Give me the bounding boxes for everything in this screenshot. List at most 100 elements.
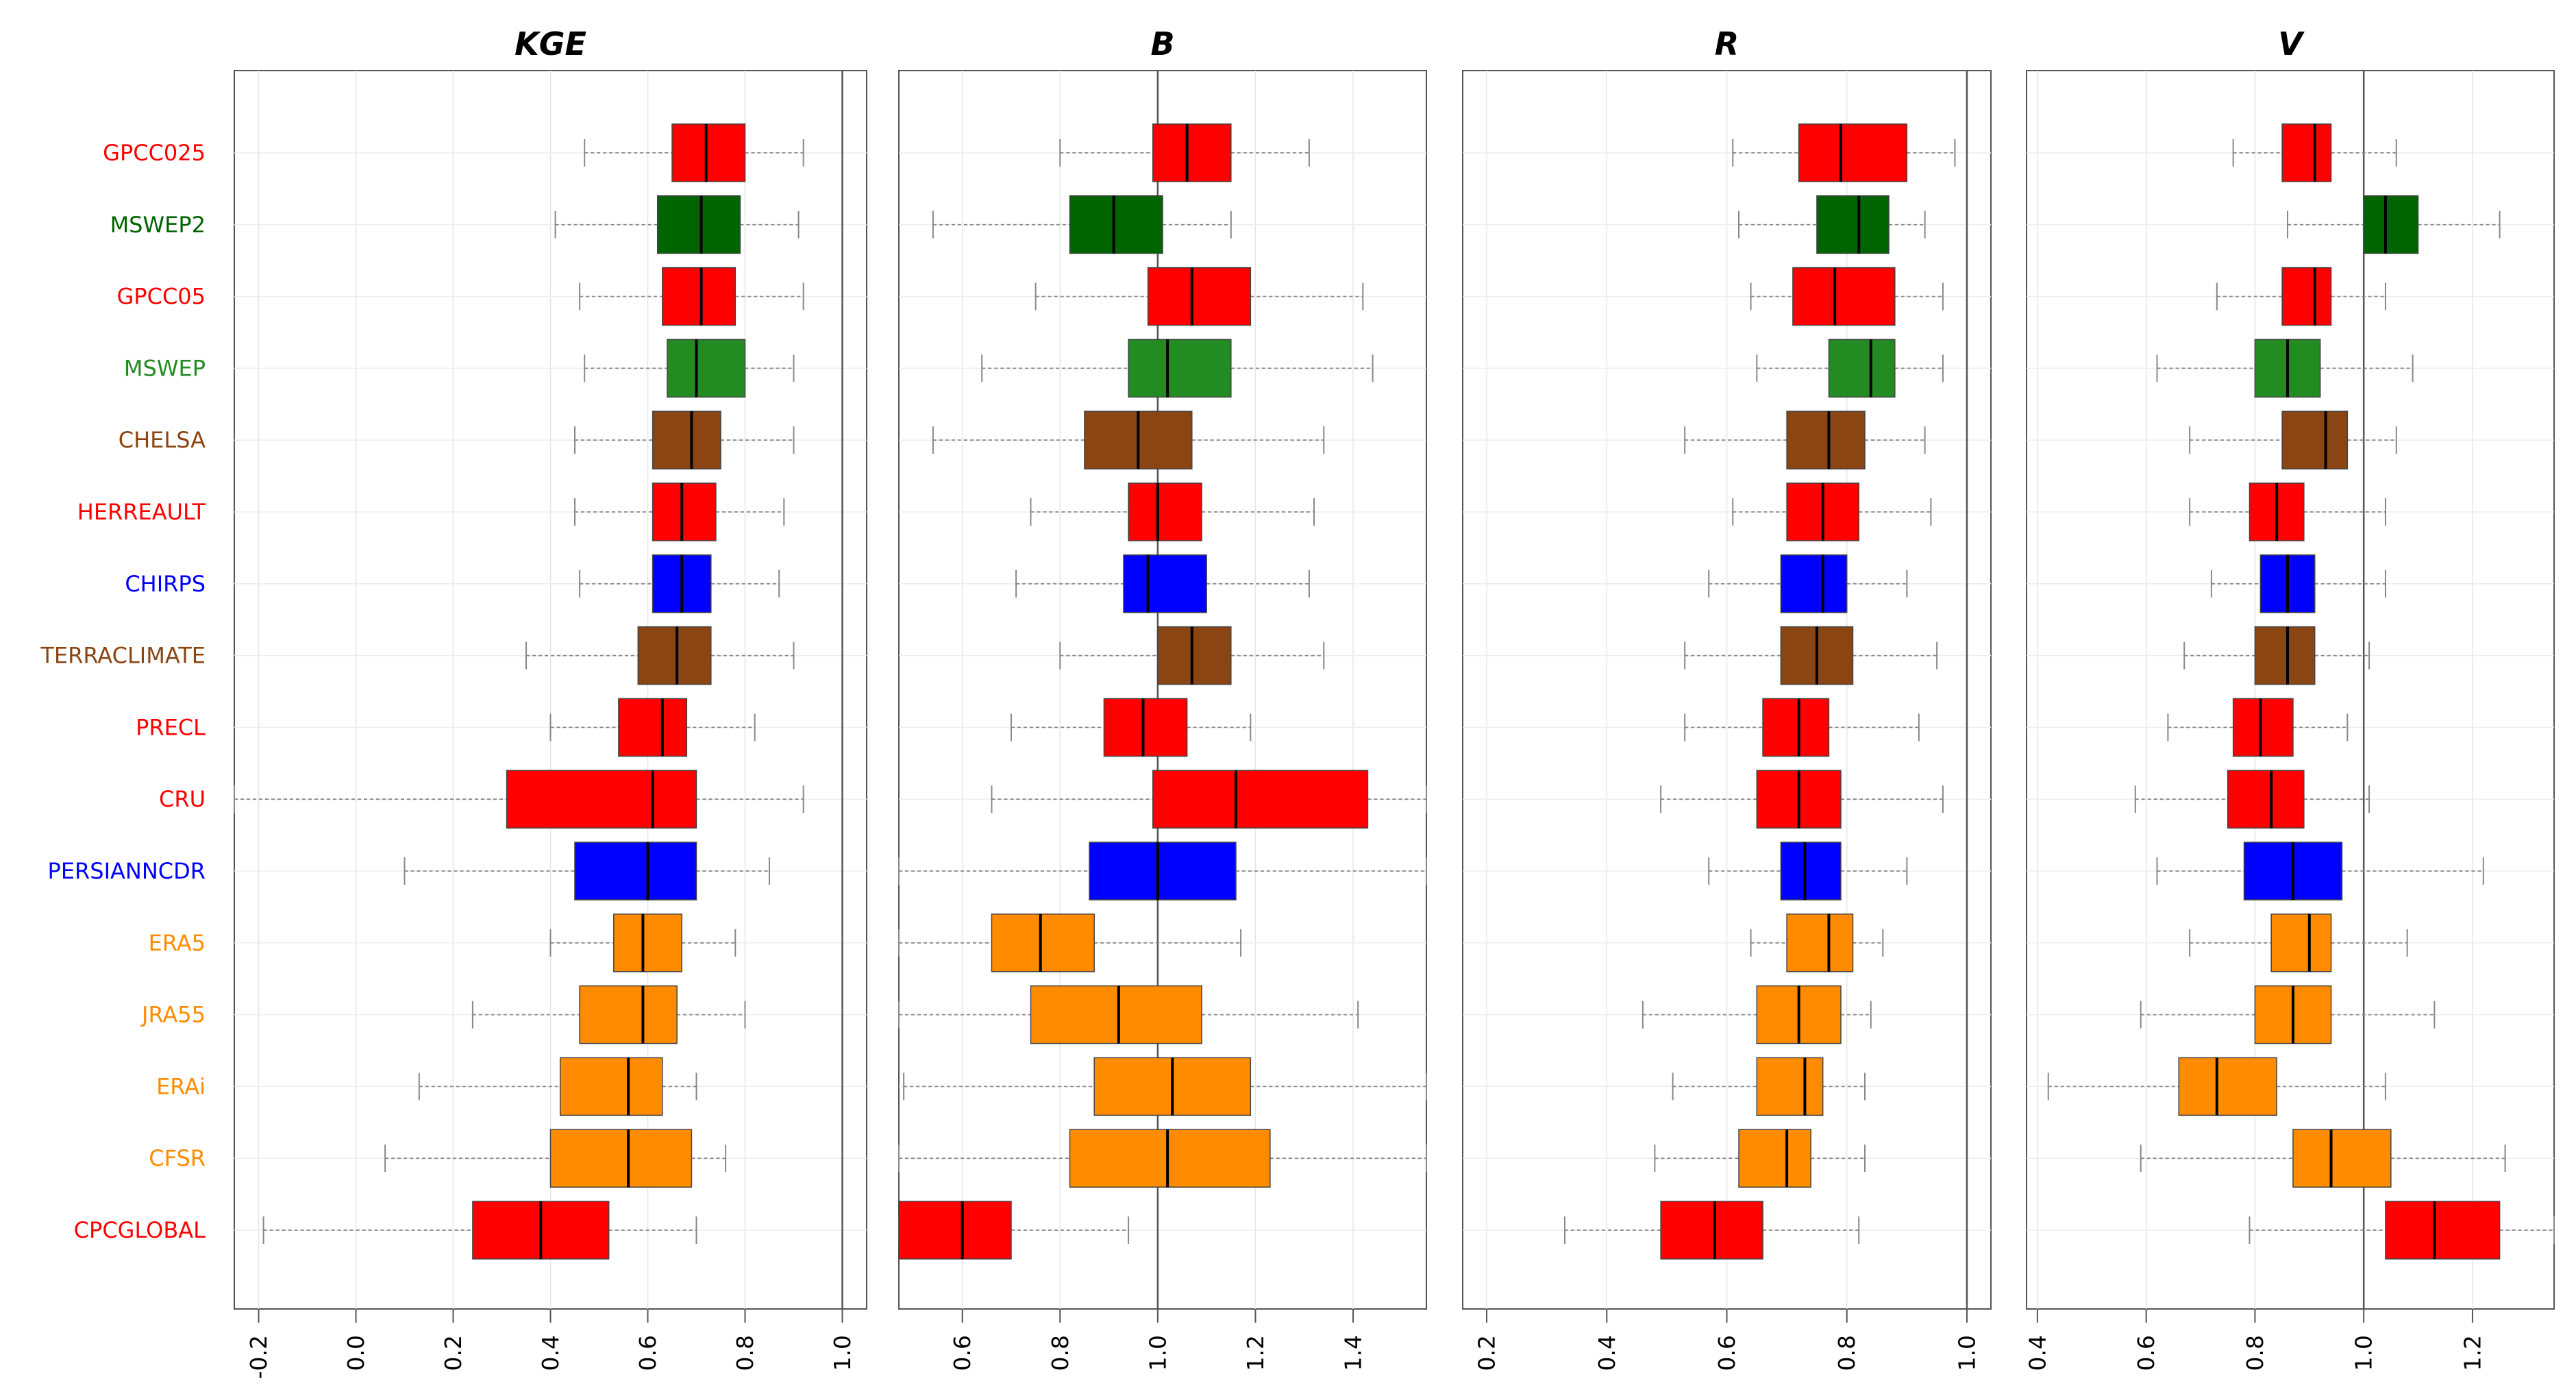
dataset-label-jra55: JRA55 — [140, 1002, 206, 1028]
box-v-persianncdr — [2156, 842, 2484, 901]
box-b-cfsr — [898, 1129, 1427, 1188]
x-tick-label: 1.2 — [1242, 1335, 1269, 1371]
iqr-box — [1152, 770, 1369, 829]
iqr-box — [2281, 267, 2332, 326]
x-tick-label: 0.4 — [537, 1335, 564, 1371]
x-tick-label: 0.6 — [2133, 1335, 2159, 1371]
x-tick-label: 0.8 — [732, 1335, 758, 1371]
box-v-gpcc025 — [2232, 123, 2397, 182]
box-kge-precl — [549, 698, 756, 757]
iqr-box — [662, 267, 736, 326]
iqr-box — [2254, 626, 2316, 685]
box-b-mswep2 — [932, 195, 1232, 254]
iqr-box — [574, 842, 697, 901]
panel-title-r: R — [1715, 25, 1739, 62]
box-v-era5 — [2189, 914, 2408, 972]
iqr-box — [667, 339, 746, 398]
box-r-mswep2 — [1738, 195, 1926, 254]
x-tick-label: 0.6 — [634, 1335, 661, 1371]
dataset-label-chirps: CHIRPS — [125, 571, 206, 597]
dataset-label-terraclimate: TERRACLIMATE — [40, 643, 206, 669]
box-b-erai — [903, 1057, 1427, 1116]
panel-v — [2026, 70, 2555, 1310]
dataset-label-mswep2: MSWEP2 — [110, 212, 206, 238]
dataset-label-gpcc05: GPCC05 — [117, 284, 206, 310]
box-r-jra55 — [1642, 985, 1872, 1044]
box-v-cru — [2134, 770, 2370, 829]
x-tick-label: 1.0 — [1953, 1335, 1980, 1371]
box-r-gpcc05 — [1750, 267, 1944, 326]
box-b-herreault — [1030, 482, 1315, 541]
box-v-chirps — [2210, 554, 2386, 613]
dataset-label-cru: CRU — [159, 786, 206, 812]
x-tick-label: 0.8 — [1047, 1335, 1074, 1371]
box-kge-persianncdr — [404, 842, 770, 901]
box-r-erai — [1672, 1057, 1866, 1116]
iqr-box — [1786, 914, 1854, 972]
iqr-box — [2227, 770, 2305, 829]
iqr-box — [1780, 842, 1842, 901]
dataset-label-cpcglobal: CPCGLOBAL — [74, 1217, 206, 1243]
iqr-box — [1738, 1129, 1811, 1188]
iqr-box — [2363, 195, 2419, 254]
iqr-box — [991, 914, 1095, 972]
iqr-box — [637, 626, 712, 685]
box-kge-erai — [418, 1057, 697, 1116]
iqr-box — [1756, 1057, 1824, 1116]
iqr-box — [549, 1129, 693, 1188]
x-tick-label: 0.2 — [1474, 1335, 1500, 1371]
iqr-box — [1152, 123, 1232, 182]
box-v-precl — [2167, 698, 2349, 757]
box-kge-gpcc05 — [579, 267, 804, 326]
box-v-cfsr — [2140, 1129, 2506, 1188]
iqr-box — [1103, 698, 1188, 757]
box-r-era5 — [1750, 914, 1884, 972]
iqr-box — [656, 195, 741, 254]
box-b-persianncdr — [898, 842, 1427, 901]
box-r-cfsr — [1654, 1129, 1866, 1188]
box-kge-chelsa — [574, 411, 795, 469]
box-kge-chirps — [579, 554, 780, 613]
dataset-label-gpcc025: GPCC025 — [103, 140, 206, 166]
x-tick-label: 0.6 — [1713, 1335, 1740, 1371]
x-tick-label: 1.4 — [1340, 1335, 1367, 1371]
iqr-box — [2232, 698, 2294, 757]
dataset-label-chelsa: CHELSA — [119, 427, 206, 453]
dataset-label-erai: ERAi — [156, 1073, 206, 1099]
box-b-cpcglobal — [898, 1201, 1130, 1260]
box-r-herreault — [1732, 482, 1932, 541]
iqr-box — [898, 1201, 1012, 1260]
iqr-box — [2270, 914, 2332, 972]
iqr-box — [579, 985, 678, 1044]
box-kge-mswep2 — [554, 195, 800, 254]
panel-frame — [2026, 70, 2555, 1310]
iqr-box — [559, 1057, 663, 1116]
iqr-box — [2385, 1201, 2501, 1260]
iqr-box — [1157, 626, 1232, 685]
dataset-label-precl: PRECL — [136, 714, 206, 740]
iqr-box — [1816, 195, 1890, 254]
panel-r — [1462, 70, 1992, 1310]
iqr-box — [1762, 698, 1830, 757]
iqr-box — [1123, 554, 1207, 613]
box-b-chirps — [1015, 554, 1310, 613]
iqr-box — [1128, 482, 1202, 541]
box-v-gpcc05 — [2216, 267, 2386, 326]
x-tick-label: 1.2 — [2459, 1335, 2486, 1371]
box-b-chelsa — [932, 411, 1325, 469]
iqr-box — [1147, 267, 1252, 326]
x-tick-label: 0.4 — [1594, 1335, 1620, 1371]
box-r-cru — [1660, 770, 1944, 829]
x-tick-label: -0.2 — [245, 1335, 272, 1379]
dataset-label-herreault: HERREAULT — [77, 499, 206, 525]
x-tick-label: 1.0 — [2351, 1335, 2377, 1371]
box-r-persianncdr — [1708, 842, 1908, 901]
box-r-cpcglobal — [1563, 1201, 1860, 1260]
box-kge-jra55 — [471, 985, 746, 1044]
box-v-chelsa — [2189, 411, 2397, 469]
dataset-label-persianncdr: PERSIANNCDR — [48, 858, 206, 884]
box-b-era5 — [898, 914, 1242, 972]
iqr-box — [671, 123, 746, 182]
box-kge-gpcc025 — [584, 123, 804, 182]
